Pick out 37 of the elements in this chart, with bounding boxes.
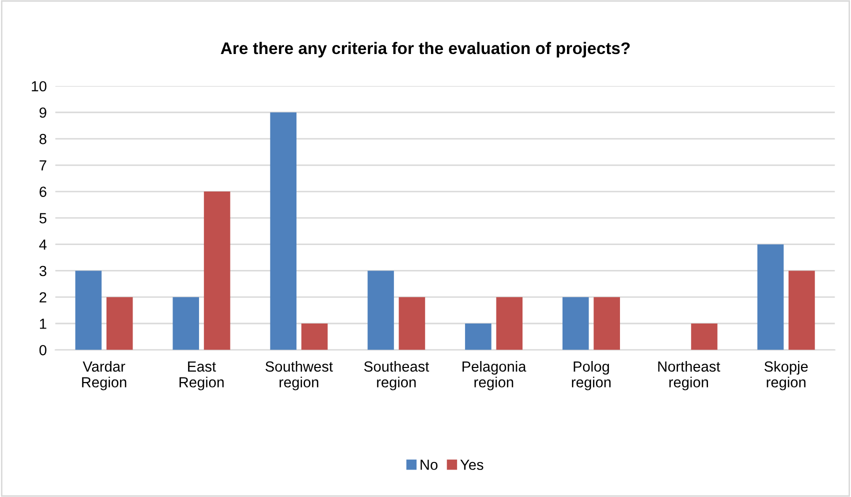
x-tick-label: Southeast region [364,361,430,390]
legend-label: No [420,460,438,470]
bar [757,244,784,350]
x-tick-label: Skopje region [764,361,808,390]
y-tick-label: 10 [32,81,46,92]
bar [172,297,200,350]
x-tick-label: Pelagonia region [462,361,526,390]
bar [691,323,718,350]
x-tick-label: Vardar Region [82,361,126,390]
y-tick-label: 4 [39,240,47,250]
x-tick-label: Northeast region [658,361,720,390]
y-tick-label: 5 [39,213,46,224]
bar [465,323,492,350]
bar [594,297,620,350]
bar [788,270,815,350]
y-tick-label: 6 [40,186,46,197]
bar [301,323,328,350]
bar [368,270,394,350]
bar [398,297,426,350]
chart-title: Are there any criteria for the evaluation of projects? [220,42,630,58]
x-tick-label: Polog region [572,361,611,390]
bar [75,270,102,350]
bar [204,192,230,350]
y-tick-label: 2 [40,292,46,302]
y-tick-label: 7 [40,160,46,170]
y-tick-label: 3 [39,266,46,276]
bar [270,112,296,350]
bar [562,297,589,350]
bar [496,297,523,350]
bar [106,297,133,350]
y-tick-label: 9 [40,107,46,118]
y-tick-label: 0 [39,344,46,356]
legend-label: Yes [460,460,484,470]
y-tick-label: 8 [40,134,46,144]
x-tick-label: Southwest region [266,361,333,390]
y-tick-label: 1 [40,318,46,329]
x-tick-label: East Region [180,362,224,390]
